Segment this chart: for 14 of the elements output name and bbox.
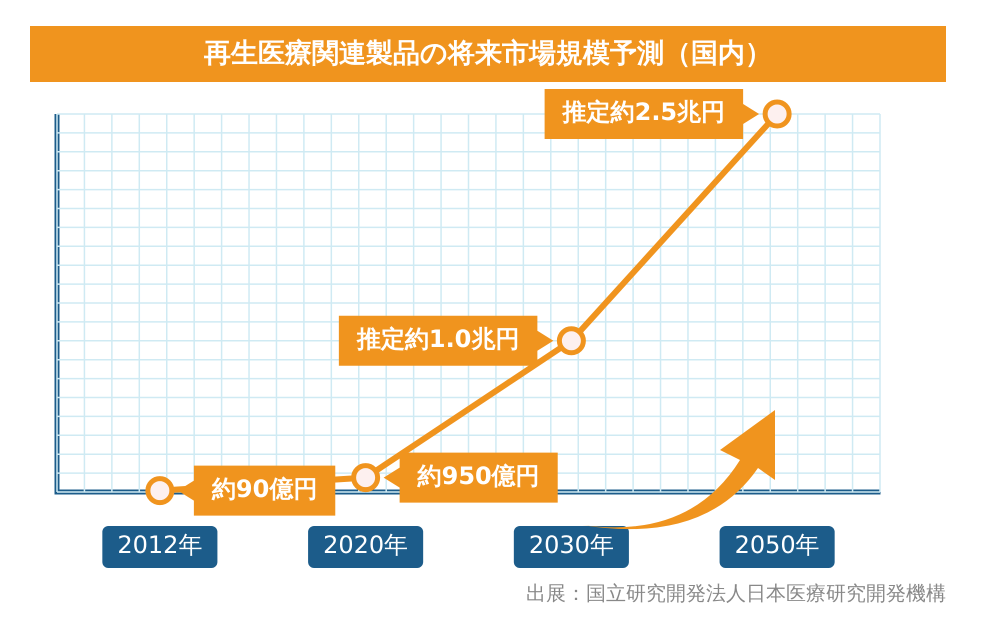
point (351, 463, 380, 492)
point (556, 326, 586, 356)
data-label: 推定約2.5兆円 (562, 98, 726, 126)
data-label: 約90億円 (210, 474, 318, 503)
x-tick-label: 2050年 (734, 531, 820, 560)
point (762, 100, 792, 128)
text: 出展：国立研究開発法人日本医療研究開発機構 (526, 580, 946, 607)
data-label: 推定約1.0兆円 (356, 325, 520, 354)
x-tick-label: 2012年 (117, 531, 202, 560)
point (145, 476, 174, 506)
x-tick-label: 2020年 (323, 531, 408, 560)
data-label: 約950億円 (416, 462, 540, 490)
chart-title: 再生医療関連製品の将来市場規模予測（国内） (30, 26, 946, 82)
x-tick-label: 2030年 (528, 531, 614, 560)
